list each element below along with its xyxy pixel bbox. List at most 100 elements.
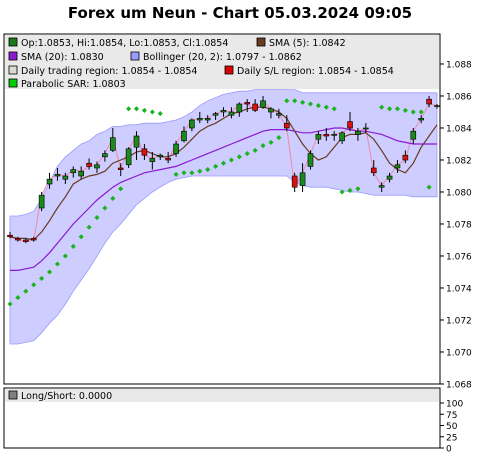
sar-dot xyxy=(118,186,124,192)
sar-dot xyxy=(15,295,21,301)
candle-body xyxy=(7,234,13,238)
candle-body xyxy=(54,174,61,177)
candle-body xyxy=(173,143,179,154)
legend-swatch xyxy=(8,65,18,75)
sar-dot xyxy=(181,170,187,176)
candle-body xyxy=(23,239,29,242)
candle-body xyxy=(276,113,282,116)
legend-label: SMA (20): 1.0830 xyxy=(21,52,104,63)
legend-background xyxy=(5,35,439,89)
price-tick-label: 1.082 xyxy=(446,157,472,167)
candle-body xyxy=(244,102,251,105)
candle-body xyxy=(410,130,417,140)
candle-body xyxy=(386,175,393,180)
price-tick-label: 1.072 xyxy=(446,317,472,327)
candle-body xyxy=(347,121,353,129)
chart-title: Forex um Neun - Chart 05.03.2024 09:05 xyxy=(68,4,412,22)
price-tick-label: 1.078 xyxy=(446,221,472,231)
candle-body xyxy=(62,175,69,180)
price-tick-label: 1.084 xyxy=(446,125,472,135)
sar-dot xyxy=(62,253,68,259)
price-tick-label: 1.074 xyxy=(446,285,472,295)
candle-body xyxy=(15,238,21,241)
legend-swatch xyxy=(8,78,18,88)
sar-dot xyxy=(379,104,385,110)
price-tick-label: 1.076 xyxy=(446,253,472,263)
sar-dot xyxy=(23,288,29,294)
sar-dot xyxy=(86,224,92,230)
legend-label: SMA (5): 1.0842 xyxy=(269,38,346,49)
sar-dot xyxy=(197,168,203,174)
legend-swatch xyxy=(8,37,18,47)
candle-body xyxy=(30,238,37,241)
candle-body xyxy=(426,98,432,105)
sar-dot xyxy=(94,215,100,221)
longshort-tick-label: 100 xyxy=(446,400,463,410)
candle-body xyxy=(307,153,314,167)
candle-body xyxy=(434,105,440,107)
legend-label: Daily S/L region: 1.0854 - 1.0854 xyxy=(237,66,394,77)
candle-body xyxy=(402,154,409,161)
candle-body xyxy=(165,158,171,161)
sar-dot xyxy=(126,106,132,112)
candle-body xyxy=(355,130,361,135)
candle-body xyxy=(331,134,338,136)
sar-dot xyxy=(141,107,147,113)
longshort-tick-label: 25 xyxy=(446,433,457,443)
sar-dot xyxy=(189,170,195,176)
sar-dot xyxy=(157,111,163,117)
legend-swatch xyxy=(8,51,18,61)
candle-body xyxy=(86,162,92,167)
candle-body xyxy=(70,169,77,174)
longshort-tick-label: 0 xyxy=(446,445,452,455)
sar-dot xyxy=(110,195,116,201)
candle-body xyxy=(181,130,187,142)
candle-body xyxy=(78,170,84,177)
longshort-tick-label: 50 xyxy=(446,422,458,432)
sar-dot xyxy=(149,109,155,115)
candle-body xyxy=(125,148,132,166)
sar-dot xyxy=(220,160,227,166)
candle-body xyxy=(339,132,345,142)
candle-body xyxy=(157,154,164,158)
candle-body xyxy=(38,194,45,209)
longshort-tick-label: 75 xyxy=(446,411,457,421)
legend-label: Daily trading region: 1.0854 - 1.0854 xyxy=(21,66,197,77)
candle-body xyxy=(102,153,108,158)
price-tick-label: 1.068 xyxy=(446,381,472,391)
sar-dot xyxy=(268,139,274,145)
candle-body xyxy=(94,164,100,169)
legend-swatch xyxy=(224,65,234,75)
candle-body xyxy=(315,134,322,140)
candle-body xyxy=(220,110,227,113)
sar-dot xyxy=(426,184,432,190)
legend-swatch xyxy=(256,37,266,47)
candle-body xyxy=(236,103,243,113)
candle-body xyxy=(149,158,156,162)
candle-body xyxy=(117,167,124,170)
candle-body xyxy=(133,135,140,148)
candle-body xyxy=(299,172,306,186)
candle-body xyxy=(378,185,385,188)
longshort-legend-label: Long/Short: 0.0000 xyxy=(21,391,112,402)
candle-body xyxy=(260,100,266,108)
candle-body xyxy=(283,122,290,129)
candle-body xyxy=(141,148,148,156)
longshort-legend-background xyxy=(5,389,439,402)
candle-body xyxy=(204,118,211,121)
candle-body xyxy=(394,164,401,169)
sar-dot xyxy=(244,151,250,157)
sar-dot xyxy=(205,167,211,173)
sar-dot xyxy=(236,154,242,160)
legend-label: Op:1.0853, Hi:1.0854, Lo:1.0853, Cl:1.08… xyxy=(21,38,228,49)
candle-body xyxy=(370,167,377,174)
candle-body xyxy=(109,137,116,151)
sar-dot xyxy=(70,243,76,249)
legend-label: Parabolic SAR: 1.0803 xyxy=(21,79,126,90)
longshort-legend-swatch xyxy=(8,390,18,400)
candle-body xyxy=(291,175,298,188)
price-tick-label: 1.070 xyxy=(446,349,472,359)
candle-body xyxy=(189,119,195,129)
